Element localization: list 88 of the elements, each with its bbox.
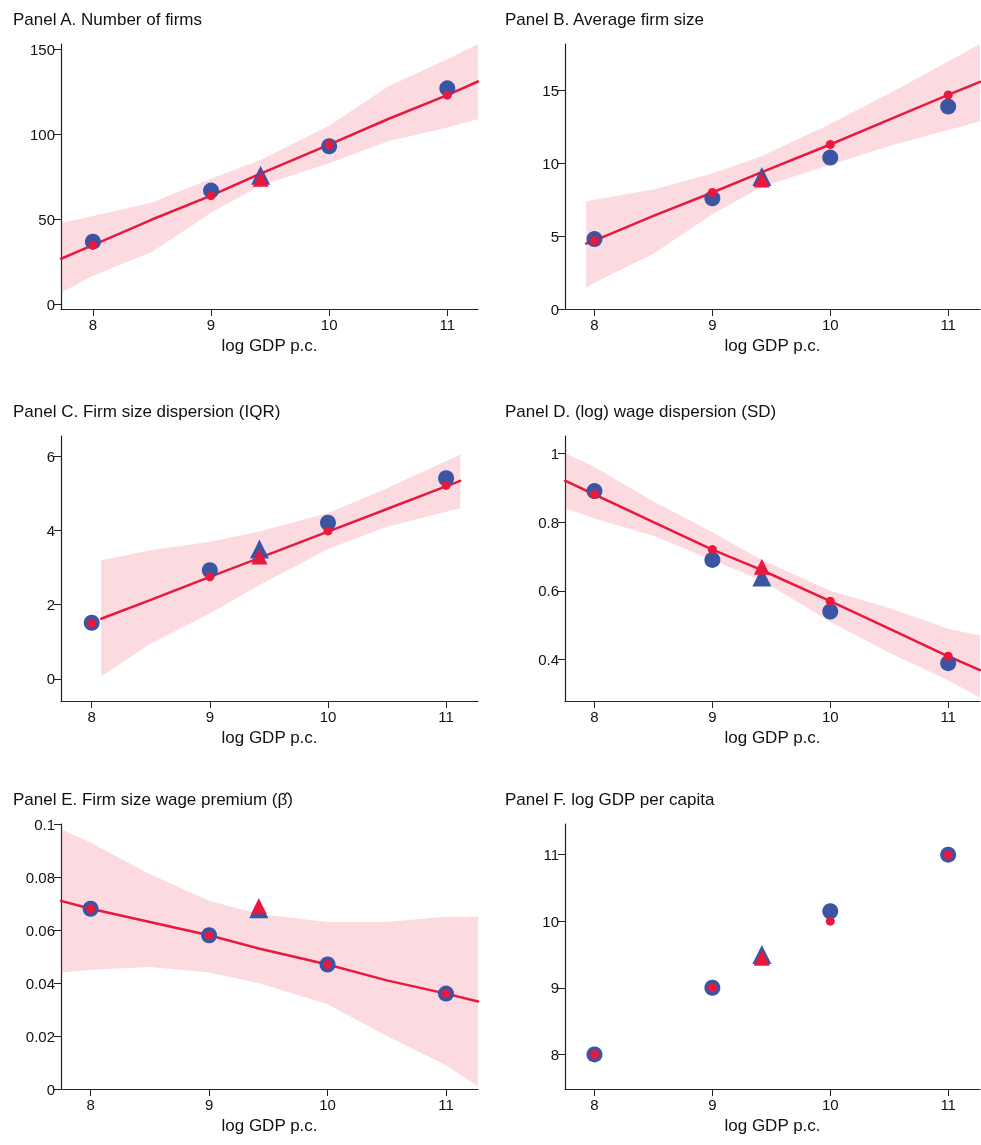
y-tick-label: 100 xyxy=(29,125,55,143)
x-axis-title: log GDP p.c. xyxy=(221,727,318,747)
point xyxy=(825,139,835,149)
x-tick-label: 9 xyxy=(708,1096,717,1113)
x-tick-label: 8 xyxy=(590,316,599,333)
chart-title: Panel E. Firm size wage premium (β̂) xyxy=(13,790,293,809)
y-tick-label: 0.1 xyxy=(34,815,55,833)
x-tick-label: 11 xyxy=(439,316,456,333)
line-series xyxy=(563,479,981,672)
x-tick-label: 8 xyxy=(590,1096,599,1113)
point xyxy=(943,651,953,661)
x-tick-label: 10 xyxy=(319,708,337,725)
point xyxy=(442,90,452,100)
chart-title: Panel F. log GDP per capita xyxy=(505,790,716,809)
y-tick-label: 10 xyxy=(542,912,559,930)
point xyxy=(753,949,770,966)
line-series xyxy=(59,80,480,260)
y-tick-label: 4 xyxy=(46,522,55,540)
x-tick-label: 8 xyxy=(590,708,599,725)
x-tick-label: 9 xyxy=(708,708,717,725)
x-tick-label: 10 xyxy=(821,1096,839,1113)
x-tick-label: 11 xyxy=(438,708,454,725)
y-tick-label: 150 xyxy=(29,40,55,58)
y-tick-label: 0.02 xyxy=(25,1027,55,1045)
x-axis-title: log GDP p.c. xyxy=(724,335,821,355)
y-tick-label: 8 xyxy=(550,1045,559,1063)
y-tick-label: 2 xyxy=(46,596,55,614)
y-tick-label: 10 xyxy=(542,154,559,172)
y-tick-label: 0.08 xyxy=(25,868,55,886)
y-tick-label: 0 xyxy=(46,1080,55,1098)
point xyxy=(822,149,839,166)
y-tick-label: 5 xyxy=(550,227,559,245)
point xyxy=(822,603,839,620)
x-tick-label: 10 xyxy=(319,1096,336,1113)
x-tick-label: 8 xyxy=(87,708,96,725)
y-tick-label: 11 xyxy=(543,846,559,864)
line-series xyxy=(59,899,480,1003)
x-tick-label: 8 xyxy=(88,316,98,333)
y-tick-label: 0.8 xyxy=(538,513,559,531)
y-tick-label: 0.4 xyxy=(538,651,559,669)
point xyxy=(943,90,953,100)
x-tick-label: 11 xyxy=(940,1096,956,1113)
y-tick-label: 15 xyxy=(542,82,559,100)
y-tick-label: 0.04 xyxy=(25,974,55,992)
point xyxy=(251,548,268,565)
line-series xyxy=(584,80,981,245)
x-tick-label: 8 xyxy=(86,1096,95,1113)
y-tick-label: 1 xyxy=(550,444,559,462)
y-tick-label: 0 xyxy=(550,300,559,318)
point xyxy=(205,572,215,582)
y-tick-label: 50 xyxy=(38,211,55,229)
y-tick-label: 0 xyxy=(46,670,55,688)
x-tick-label: 10 xyxy=(821,708,839,725)
chart-title: Panel B. Average firm size xyxy=(505,10,705,29)
y-tick-label: 6 xyxy=(46,447,55,465)
point xyxy=(940,98,957,115)
point xyxy=(707,188,717,198)
point xyxy=(825,596,835,606)
point xyxy=(753,558,770,575)
y-tick-label: 0 xyxy=(46,296,55,314)
y-tick-label: 0.06 xyxy=(25,921,55,939)
point xyxy=(753,171,770,188)
x-tick-label: 9 xyxy=(708,316,717,333)
point xyxy=(822,903,839,920)
x-axis-title: log GDP p.c. xyxy=(221,335,318,355)
x-axis-title: log GDP p.c. xyxy=(221,1115,318,1135)
x-tick-label: 10 xyxy=(320,316,338,333)
chart-title: Panel D. (log) wage dispersion (SD) xyxy=(505,402,777,421)
x-axis-title: log GDP p.c. xyxy=(724,1115,821,1135)
x-axis-title: log GDP p.c. xyxy=(724,727,821,747)
point xyxy=(206,191,216,201)
x-tick-label: 11 xyxy=(438,1096,454,1113)
point xyxy=(441,480,451,490)
chart-title: Panel A. Number of firms xyxy=(13,10,202,29)
x-tick-label: 10 xyxy=(821,316,839,333)
point xyxy=(707,545,717,555)
point xyxy=(323,526,333,536)
x-tick-label: 9 xyxy=(204,1096,214,1113)
point xyxy=(825,916,835,926)
y-tick-label: 9 xyxy=(550,979,559,997)
chart-title: Panel C. Firm size dispersion (IQR) xyxy=(13,402,281,421)
x-tick-label: 9 xyxy=(205,708,215,725)
x-tick-label: 9 xyxy=(206,316,216,333)
point xyxy=(704,551,721,568)
x-tick-label: 11 xyxy=(940,316,956,333)
y-tick-label: 0.6 xyxy=(538,582,559,600)
point xyxy=(252,170,269,187)
x-tick-label: 11 xyxy=(940,708,956,725)
